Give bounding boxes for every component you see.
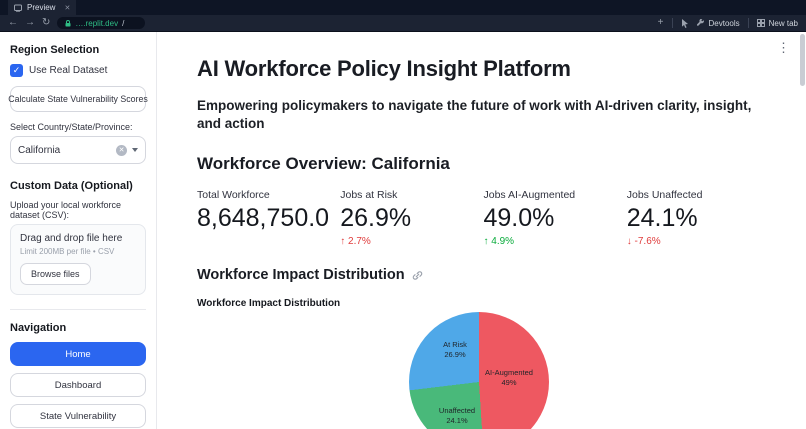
browse-files-button[interactable]: Browse files xyxy=(20,263,91,285)
url-text: ….replit.dev xyxy=(75,18,119,28)
url-bar[interactable]: ….replit.dev / xyxy=(57,17,146,29)
region-select[interactable]: California ✕ xyxy=(10,136,146,164)
new-tab-label: New tab xyxy=(768,18,798,28)
select-region-label: Select Country/State/Province: xyxy=(10,122,133,132)
sidebar-item-state-vulnerability[interactable]: State Vulnerability xyxy=(10,404,146,428)
add-pane-icon[interactable]: + xyxy=(657,17,664,28)
browser-tab-bar: Preview ✕ xyxy=(0,0,806,15)
sidebar: Region Selection ✓ Use Real Dataset Calc… xyxy=(0,32,157,429)
pie-chart-panel: Workforce Impact Distribution AI-Augment… xyxy=(197,298,770,429)
file-dropzone[interactable]: Drag and drop file here Limit 200MB per … xyxy=(10,224,146,295)
toolbar-divider xyxy=(747,18,749,28)
calculate-scores-button[interactable]: Calculate State Vulnerability Scores xyxy=(8,86,148,112)
app-window: Region Selection ✓ Use Real Dataset Calc… xyxy=(0,32,806,429)
reload-icon[interactable]: ↻ xyxy=(42,17,51,28)
new-tab-button[interactable]: New tab xyxy=(756,18,798,28)
checkbox-label: Use Real Dataset xyxy=(29,65,108,76)
metric-delta: ↓ -7.6% xyxy=(626,236,661,248)
pie-slice-label-unaffected: Unaffected 24.1% xyxy=(438,405,476,426)
toolbar-right: + Devtools New tab xyxy=(658,18,798,28)
metric-label: Jobs Unaffected xyxy=(626,189,703,202)
metric-value: 26.9% xyxy=(340,204,412,233)
main-content: ⋮ AI Workforce Policy Insight Platform E… xyxy=(157,32,806,429)
page-title: AI Workforce Policy Insight Platform xyxy=(197,56,571,81)
metric-value: 24.1% xyxy=(626,204,698,233)
metric-delta: ↑ 2.7% xyxy=(340,236,371,248)
upload-label: Upload your local workforce dataset (CSV… xyxy=(10,200,122,220)
custom-data-title: Custom Data (Optional) xyxy=(10,180,133,192)
metric-label: Jobs at Risk xyxy=(340,189,398,202)
section-title: Workforce Impact Distribution xyxy=(197,267,405,284)
devtools-button[interactable]: Devtools xyxy=(696,18,740,28)
clear-selection-icon[interactable]: ✕ xyxy=(116,144,127,156)
sidebar-item-home[interactable]: Home xyxy=(10,342,146,366)
tab-title: Preview xyxy=(27,3,56,12)
back-icon[interactable]: ← xyxy=(8,17,18,28)
distribution-section-header: Workforce Impact Distribution xyxy=(197,267,770,283)
forward-icon[interactable]: → xyxy=(25,17,35,28)
pie-slice-label-at-risk: At Risk 26.9% xyxy=(443,339,467,360)
pie-slice-label-ai-augmented: AI-Augmented 49% xyxy=(485,367,533,388)
app-menu-icon[interactable]: ⋮ xyxy=(777,40,790,55)
metric-label: Total Workforce xyxy=(197,189,270,202)
pie-chart xyxy=(409,312,549,429)
metric-value: 8,648,750.0 xyxy=(197,204,330,233)
lock-icon xyxy=(65,19,71,26)
page-subtitle: Empowering policymakers to navigate the … xyxy=(197,98,752,131)
metrics-row: Total Workforce 8,648,750.0 Jobs at Risk… xyxy=(197,189,770,247)
cursor-icon[interactable] xyxy=(681,18,689,28)
checkbox-check-icon: ✓ xyxy=(10,64,23,77)
dropzone-title: Drag and drop file here xyxy=(20,233,123,244)
region-selection-title: Region Selection xyxy=(10,44,100,56)
metric-jobs-unaffected: Jobs Unaffected 24.1% ↓ -7.6% xyxy=(627,189,770,247)
sidebar-item-dashboard[interactable]: Dashboard xyxy=(10,373,146,397)
chevron-down-icon xyxy=(132,148,138,152)
region-select-value: California xyxy=(18,144,61,156)
preview-tab-icon xyxy=(14,4,22,12)
url-path: / xyxy=(122,18,125,28)
page-scrollbar-thumb[interactable] xyxy=(800,34,805,86)
browser-toolbar: ← → ↻ ….replit.dev / + Devtools New tab xyxy=(0,15,806,32)
toolbar-divider xyxy=(671,18,673,28)
devtools-label: Devtools xyxy=(708,18,740,28)
new-tab-grid-icon xyxy=(756,19,765,27)
anchor-link-icon[interactable] xyxy=(411,269,424,282)
navigation-title: Navigation xyxy=(10,322,67,334)
metric-delta: ↑ 4.9% xyxy=(483,236,515,248)
dropzone-hint: Limit 200MB per file • CSV xyxy=(20,247,115,256)
metric-jobs-ai-augmented: Jobs AI-Augmented 49.0% ↑ 4.9% xyxy=(484,189,627,247)
metric-value: 49.0% xyxy=(483,204,555,233)
metric-total-workforce: Total Workforce 8,648,750.0 xyxy=(197,189,340,247)
devtools-wrench-icon xyxy=(696,19,704,26)
metric-jobs-at-risk: Jobs at Risk 26.9% ↑ 2.7% xyxy=(340,189,483,247)
use-real-dataset-checkbox[interactable]: ✓ Use Real Dataset xyxy=(10,64,146,77)
sidebar-divider xyxy=(10,309,146,310)
tab-close-icon[interactable]: ✕ xyxy=(64,4,71,12)
metric-label: Jobs AI-Augmented xyxy=(483,189,576,202)
chart-title: Workforce Impact Distribution xyxy=(197,298,341,310)
overview-heading: Workforce Overview: California xyxy=(197,154,450,174)
browser-tab-preview[interactable]: Preview ✕ xyxy=(8,0,77,15)
